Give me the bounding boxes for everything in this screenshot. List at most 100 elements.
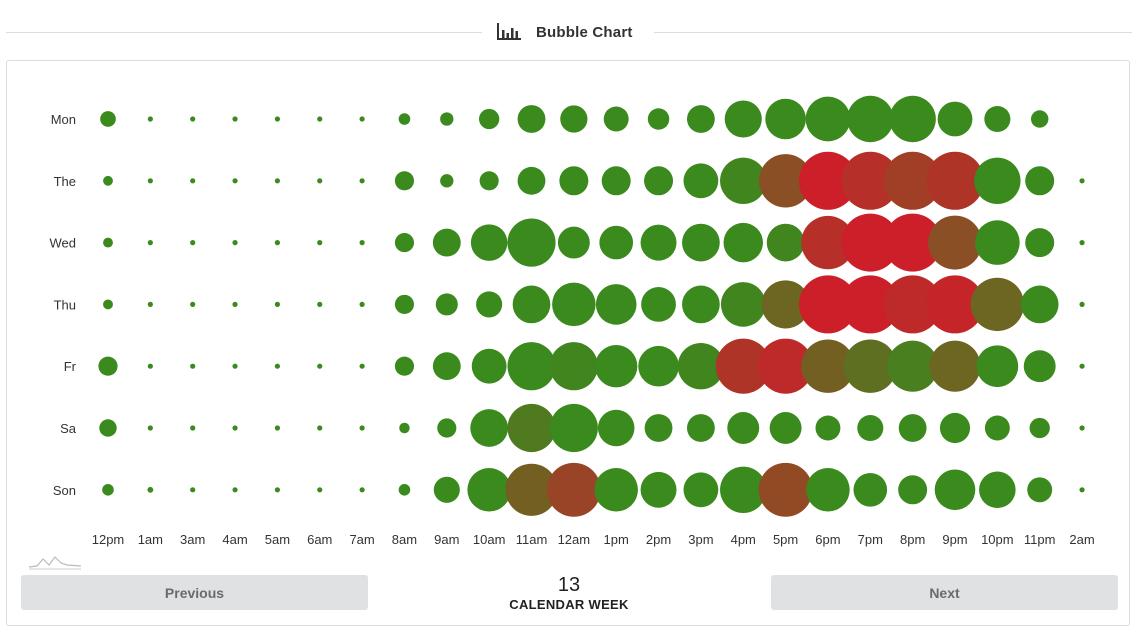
bubble[interactable] [147, 425, 153, 431]
bubble[interactable] [103, 237, 113, 248]
bubble[interactable] [100, 111, 116, 127]
bubble[interactable] [190, 116, 196, 122]
bubble[interactable] [467, 468, 511, 512]
bubble[interactable] [798, 275, 857, 334]
bubble[interactable] [470, 224, 508, 261]
bubble[interactable] [394, 294, 415, 314]
bubble[interactable] [595, 284, 637, 325]
bubble[interactable] [507, 342, 556, 391]
bubble[interactable] [147, 178, 153, 184]
bubble[interactable] [399, 422, 410, 434]
bubble[interactable] [843, 339, 897, 393]
bubble[interactable] [274, 178, 280, 184]
bubble[interactable] [677, 343, 725, 390]
previous-button[interactable]: Previous [21, 575, 368, 610]
bubble[interactable] [398, 113, 411, 125]
bubble[interactable] [476, 291, 503, 318]
bubble[interactable] [926, 275, 984, 334]
bubble[interactable] [724, 100, 762, 138]
bubble[interactable] [805, 96, 851, 142]
bubble[interactable] [883, 151, 942, 210]
bubble[interactable] [1025, 166, 1055, 196]
bubble[interactable] [682, 223, 720, 262]
bubble[interactable] [686, 105, 715, 133]
bubble[interactable] [758, 154, 813, 208]
bubble[interactable] [560, 105, 588, 133]
bubble[interactable] [99, 419, 117, 437]
bubble[interactable] [274, 240, 280, 246]
bubble[interactable] [274, 301, 280, 307]
bubble[interactable] [975, 220, 1020, 265]
bubble[interactable] [758, 462, 813, 517]
bubble[interactable] [517, 105, 546, 133]
bubble[interactable] [147, 486, 154, 493]
bubble[interactable] [594, 468, 638, 512]
bubble[interactable] [883, 213, 942, 272]
bubble[interactable] [603, 106, 629, 132]
bubble[interactable] [1031, 110, 1049, 128]
bubble[interactable] [758, 338, 814, 394]
bubble[interactable] [883, 275, 942, 334]
bubble[interactable] [147, 116, 153, 122]
bubble[interactable] [682, 285, 720, 324]
bubble[interactable] [232, 363, 238, 369]
bubble[interactable] [317, 178, 323, 184]
bubble[interactable] [1020, 285, 1059, 324]
bubble[interactable] [727, 412, 760, 444]
bubble[interactable] [599, 225, 634, 260]
bubble[interactable] [317, 425, 323, 431]
bubble[interactable] [815, 415, 841, 441]
bubble[interactable] [934, 469, 976, 511]
bubble[interactable] [317, 301, 323, 307]
bubble[interactable] [102, 484, 114, 496]
bubble[interactable] [847, 95, 894, 143]
bubble[interactable] [1079, 363, 1085, 369]
bubble[interactable] [479, 108, 500, 130]
bubble[interactable] [232, 178, 238, 184]
bubble[interactable] [433, 476, 460, 503]
bubble[interactable] [549, 403, 598, 453]
bubble[interactable] [432, 352, 461, 381]
bubble[interactable] [595, 345, 638, 388]
bubble[interactable] [470, 409, 508, 447]
bubble[interactable] [232, 487, 238, 493]
bubble[interactable] [857, 414, 884, 442]
bubble[interactable] [806, 468, 850, 512]
bubble[interactable] [232, 425, 238, 431]
bubble[interactable] [801, 215, 855, 270]
bubble[interactable] [970, 277, 1025, 332]
bubble[interactable] [471, 348, 507, 384]
bubble[interactable] [979, 471, 1016, 509]
bubble[interactable] [887, 340, 939, 392]
bubble[interactable] [898, 475, 928, 505]
bubble[interactable] [317, 116, 323, 122]
bubble[interactable] [1027, 477, 1053, 503]
bubble[interactable] [841, 275, 900, 334]
bubble[interactable] [798, 151, 857, 210]
bubble[interactable] [359, 240, 365, 246]
bubble[interactable] [274, 116, 280, 122]
bubble[interactable] [853, 472, 888, 507]
bubble[interactable] [507, 403, 556, 453]
bubble[interactable] [1079, 487, 1085, 493]
bubble[interactable] [103, 299, 113, 310]
bubble[interactable] [766, 223, 805, 262]
bubble[interactable] [898, 414, 927, 442]
bubble[interactable] [984, 105, 1011, 133]
bubble[interactable] [147, 240, 153, 246]
bubble[interactable] [190, 178, 196, 184]
bubble[interactable] [769, 412, 802, 444]
bubble[interactable] [928, 215, 982, 270]
next-button[interactable]: Next [771, 575, 1118, 610]
bubble[interactable] [394, 356, 415, 376]
bubble[interactable] [601, 166, 631, 196]
bubble[interactable] [715, 338, 771, 394]
bubble[interactable] [1025, 228, 1055, 258]
bubble[interactable] [317, 487, 323, 493]
bubble[interactable] [647, 108, 670, 130]
bubble[interactable] [437, 418, 457, 438]
bubble[interactable] [597, 409, 635, 447]
bubble[interactable] [317, 363, 323, 369]
bubble[interactable] [274, 487, 280, 493]
bubble[interactable] [1079, 301, 1085, 307]
